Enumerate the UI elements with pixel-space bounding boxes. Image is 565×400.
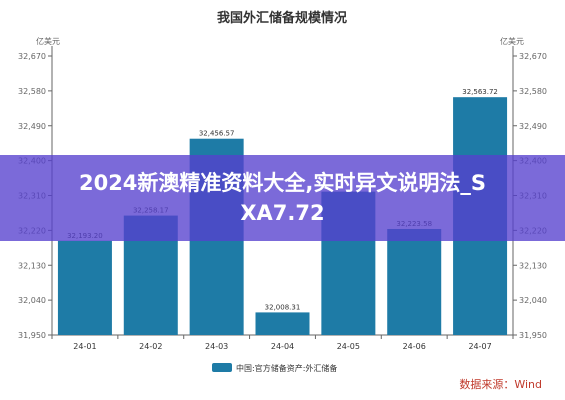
bar-value-label: 32,563.72: [462, 88, 498, 96]
overlay-line-2: XA7.72: [240, 201, 325, 225]
overlay-banner: 2024新澳精准资料大全,实时异文说明法_S XA7.72: [0, 155, 565, 241]
left-tick-label: 32,040: [18, 296, 46, 305]
right-tick-label: 32,490: [519, 122, 547, 131]
x-tick-label: 24-04: [271, 342, 294, 351]
right-tick-label: 32,130: [519, 261, 547, 270]
left-axis-unit: 亿美元: [36, 36, 60, 46]
bar-24-01: [57, 240, 112, 335]
data-source-note: 数据来源：Wind: [459, 377, 542, 391]
legend-label: 中国:官方储备资产:外汇储备: [236, 363, 337, 373]
x-tick-label: 24-06: [403, 342, 426, 351]
right-axis-unit: 亿美元: [500, 36, 524, 46]
legend-swatch: [212, 363, 232, 372]
bar-value-label: 32,456.57: [199, 130, 235, 138]
bar-24-06: [387, 228, 442, 335]
left-tick-label: 32,490: [18, 122, 46, 131]
x-tick-label: 24-05: [337, 342, 360, 351]
right-tick-label: 32,670: [519, 52, 547, 61]
x-tick-label: 24-07: [468, 342, 491, 351]
left-tick-label: 32,580: [18, 87, 46, 96]
right-tick-label: 32,040: [519, 296, 547, 305]
right-tick-label: 32,580: [519, 87, 547, 96]
chart-title: 我国外汇储备规模情况: [217, 10, 347, 26]
x-tick-label: 24-03: [205, 342, 228, 351]
bar-value-label: 32,008.31: [265, 303, 301, 311]
left-tick-label: 31,950: [18, 331, 46, 340]
left-tick-label: 32,670: [18, 52, 46, 61]
x-tick-label: 24-02: [139, 342, 162, 351]
bar-24-04: [255, 312, 310, 335]
x-tick-label: 24-01: [73, 342, 96, 351]
right-tick-label: 31,950: [519, 331, 547, 340]
overlay-line-1: 2024新澳精准资料大全,实时异文说明法_S: [78, 171, 487, 195]
left-tick-label: 32,130: [18, 261, 46, 270]
overlay-banner-text: 2024新澳精准资料大全,实时异文说明法_S XA7.72: [5, 168, 560, 228]
